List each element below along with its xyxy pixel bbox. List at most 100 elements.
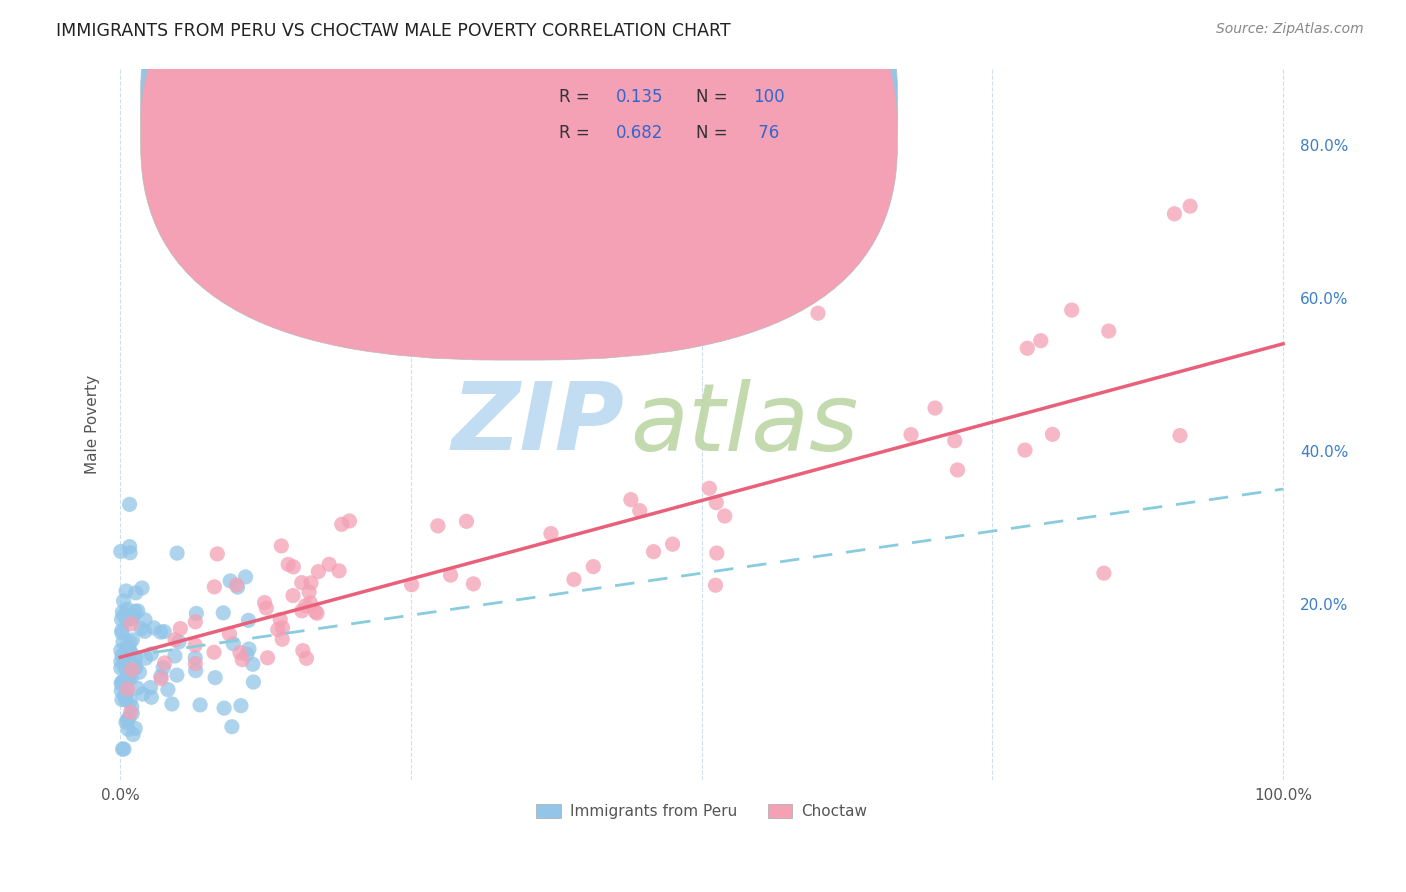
Point bbox=[120, 616, 142, 631]
Point bbox=[125, 586, 148, 600]
Point bbox=[121, 663, 143, 677]
Point bbox=[643, 544, 665, 558]
Point bbox=[184, 664, 207, 678]
Point bbox=[112, 608, 135, 623]
Point bbox=[271, 621, 294, 635]
Legend: Immigrants from Peru, Choctaw: Immigrants from Peru, Choctaw bbox=[530, 798, 873, 825]
Point bbox=[169, 622, 191, 636]
Point bbox=[706, 546, 728, 560]
Point bbox=[328, 564, 350, 578]
Point bbox=[112, 635, 135, 649]
Point bbox=[124, 722, 146, 736]
Point bbox=[204, 671, 226, 685]
Point bbox=[111, 742, 134, 756]
Point bbox=[283, 560, 305, 574]
Point bbox=[160, 697, 183, 711]
Point bbox=[110, 544, 132, 558]
Point bbox=[229, 646, 252, 660]
Point bbox=[401, 578, 423, 592]
Point bbox=[115, 644, 138, 658]
Point bbox=[946, 463, 969, 477]
Point bbox=[628, 503, 651, 517]
Point bbox=[118, 655, 141, 669]
Point bbox=[111, 605, 134, 619]
Point bbox=[620, 492, 643, 507]
Point bbox=[121, 632, 143, 647]
Point bbox=[121, 662, 143, 676]
Point bbox=[212, 606, 235, 620]
Point bbox=[242, 657, 264, 672]
Point bbox=[238, 642, 260, 657]
Point bbox=[150, 672, 173, 686]
Point bbox=[235, 570, 257, 584]
Point bbox=[122, 662, 145, 676]
Point bbox=[134, 613, 156, 627]
Point bbox=[149, 669, 172, 683]
Point bbox=[115, 715, 138, 730]
Text: Source: ZipAtlas.com: Source: ZipAtlas.com bbox=[1216, 22, 1364, 37]
Point bbox=[163, 648, 186, 663]
Point bbox=[202, 645, 225, 659]
Point bbox=[112, 655, 135, 669]
Point bbox=[165, 632, 187, 647]
Point bbox=[439, 568, 461, 582]
Point bbox=[1163, 207, 1185, 221]
Point bbox=[129, 622, 152, 636]
Point bbox=[114, 689, 136, 703]
Text: 76: 76 bbox=[752, 123, 779, 142]
Text: 0.135: 0.135 bbox=[616, 88, 664, 106]
Point bbox=[117, 640, 139, 654]
Point bbox=[184, 651, 207, 665]
Text: ZIP: ZIP bbox=[451, 378, 624, 470]
Point bbox=[1014, 443, 1036, 458]
Point bbox=[121, 611, 143, 625]
Point bbox=[242, 675, 264, 690]
Point bbox=[330, 517, 353, 532]
Point bbox=[1042, 427, 1064, 442]
Point bbox=[127, 604, 149, 618]
Point bbox=[114, 693, 136, 707]
Point bbox=[111, 648, 134, 663]
Point bbox=[186, 607, 208, 621]
Text: R =: R = bbox=[560, 88, 595, 106]
Point bbox=[253, 596, 276, 610]
Point bbox=[713, 508, 735, 523]
Point bbox=[115, 641, 138, 656]
Point bbox=[117, 669, 139, 683]
Point bbox=[704, 578, 727, 592]
Point bbox=[299, 596, 322, 610]
Point bbox=[121, 706, 143, 721]
Point bbox=[141, 690, 163, 705]
Point bbox=[115, 602, 138, 616]
Point bbox=[270, 539, 292, 553]
Point bbox=[943, 434, 966, 448]
Point bbox=[111, 675, 134, 690]
Point bbox=[294, 599, 316, 613]
Point bbox=[339, 514, 361, 528]
Point bbox=[582, 559, 605, 574]
FancyBboxPatch shape bbox=[141, 0, 897, 325]
Point bbox=[540, 526, 562, 541]
Point bbox=[207, 547, 229, 561]
Point bbox=[118, 540, 141, 554]
Point bbox=[166, 546, 188, 560]
Text: R =: R = bbox=[560, 123, 595, 142]
Point bbox=[463, 577, 485, 591]
Point bbox=[267, 623, 290, 637]
Point bbox=[426, 518, 449, 533]
Point bbox=[291, 604, 314, 618]
Point bbox=[124, 657, 146, 671]
Y-axis label: Male Poverty: Male Poverty bbox=[86, 375, 100, 474]
Text: N =: N = bbox=[696, 123, 733, 142]
Text: atlas: atlas bbox=[630, 378, 859, 469]
Point bbox=[184, 615, 207, 629]
Point bbox=[254, 601, 277, 615]
Point bbox=[110, 612, 132, 626]
Point bbox=[307, 565, 329, 579]
Point bbox=[120, 706, 142, 720]
Point bbox=[115, 584, 138, 599]
Point bbox=[219, 574, 242, 588]
Point bbox=[134, 624, 156, 639]
Point bbox=[122, 607, 145, 622]
Point bbox=[142, 621, 165, 635]
